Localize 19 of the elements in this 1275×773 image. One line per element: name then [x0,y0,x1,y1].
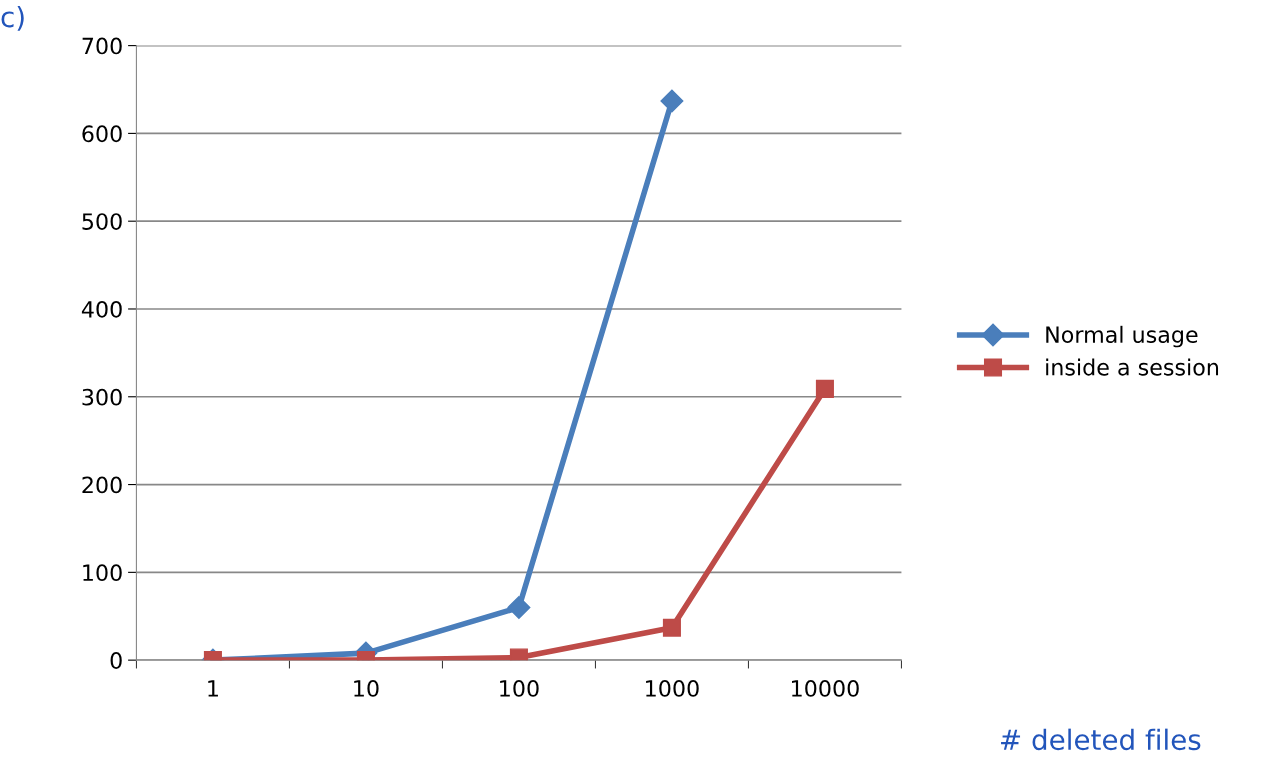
legend-label: Normal usage [1046,325,1198,348]
y-tick-label: 0 [110,652,122,669]
y-tick-label: 600 [82,125,122,143]
y-tick-label: 400 [81,300,122,318]
y-tick-label: 700 [82,37,122,55]
x-axis-title: # deleted files [1001,728,1201,751]
y-tick-label: 100 [83,564,122,582]
y-tick-label: 200 [82,476,122,494]
x-tick-label: 10000 [792,679,859,697]
point [815,379,834,398]
y-tick-label: 300 [82,388,122,406]
x-tick-label: 1000 [646,679,699,697]
point [660,89,684,113]
x-tick-label: 10 [354,679,379,697]
y-tick-label: 500 [82,213,122,230]
x-tick-label: 100 [500,679,539,697]
legend-label: inside a session [1046,358,1219,376]
text: c) [1,5,24,31]
x-tick-label: 1 [208,680,218,697]
